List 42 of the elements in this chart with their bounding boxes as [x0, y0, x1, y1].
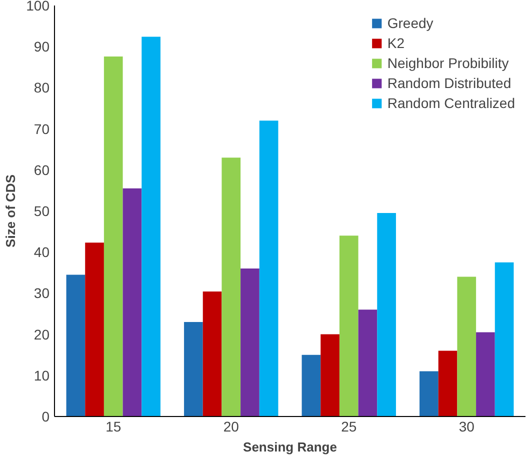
bar	[122, 188, 142, 416]
bar	[420, 371, 438, 416]
bar	[85, 242, 104, 416]
bar	[184, 322, 203, 416]
bar	[202, 292, 222, 416]
x-tick-label: 20	[223, 418, 240, 434]
bar	[358, 310, 378, 416]
y-tick-label: 50	[34, 203, 50, 219]
y-tick-label: 70	[34, 120, 50, 137]
x-tick-label: 30	[458, 418, 475, 434]
bar	[142, 36, 160, 416]
x-tick-label: 15	[106, 418, 122, 434]
y-tick-label: 20	[34, 326, 50, 342]
y-tick-label: 60	[34, 162, 50, 178]
bar	[320, 334, 340, 416]
bar	[494, 262, 514, 416]
bar	[339, 236, 358, 416]
y-axis-title: Size of CDS	[3, 174, 18, 248]
y-tick-label: 0	[42, 408, 50, 424]
bar	[302, 354, 321, 416]
bar	[457, 276, 476, 416]
y-tick-label: 100	[26, 0, 50, 14]
y-tick-label: 80	[34, 80, 50, 96]
bar	[438, 350, 458, 416]
bar	[377, 213, 396, 416]
y-tick-label: 90	[34, 38, 50, 55]
legend-label: K2	[387, 35, 406, 51]
x-axis-title: Sensing Range	[243, 440, 337, 454]
y-tick-label: 40	[34, 244, 50, 260]
legend-label: Greedy	[387, 15, 434, 31]
legend-label: Random Distributed	[387, 75, 512, 91]
bar	[66, 274, 86, 416]
bar	[476, 332, 495, 416]
y-tick-label: 30	[34, 285, 50, 302]
legend-label: Neighbor Probibility	[387, 55, 509, 71]
y-tick-label: 10	[34, 367, 50, 384]
bar	[222, 158, 241, 416]
bar	[240, 268, 260, 416]
legend-label: Random Centralized	[387, 95, 515, 111]
bar	[259, 120, 278, 416]
x-tick-label: 25	[341, 418, 357, 434]
bar	[104, 56, 123, 416]
